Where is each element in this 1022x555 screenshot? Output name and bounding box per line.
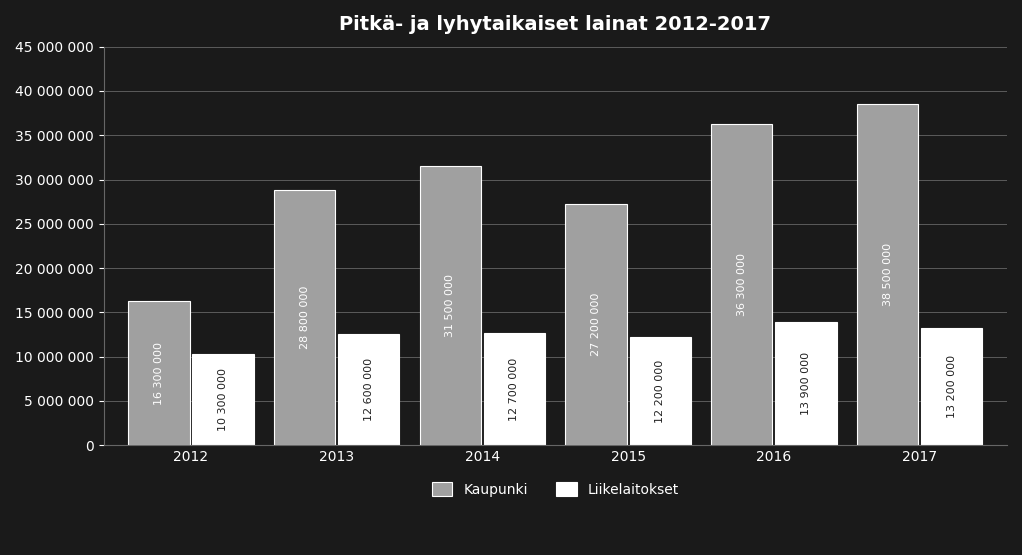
Text: 16 300 000: 16 300 000 — [154, 341, 164, 405]
Text: 36 300 000: 36 300 000 — [737, 253, 747, 316]
Bar — [192, 354, 253, 445]
Text: 13 900 000: 13 900 000 — [801, 352, 810, 415]
Text: 38 500 000: 38 500 000 — [883, 243, 892, 306]
Text: 10 300 000: 10 300 000 — [218, 368, 228, 431]
Bar — [565, 204, 626, 445]
Title: Pitkä- ja lyhytaikaiset lainat 2012-2017: Pitkä- ja lyhytaikaiset lainat 2012-2017 — [339, 15, 772, 34]
Bar — [630, 337, 691, 445]
Text: 12 600 000: 12 600 000 — [364, 358, 374, 421]
Text: 13 200 000: 13 200 000 — [946, 355, 957, 418]
Text: 12 700 000: 12 700 000 — [510, 357, 519, 421]
Bar — [776, 322, 837, 445]
Bar — [711, 124, 773, 445]
Text: 28 800 000: 28 800 000 — [299, 286, 310, 350]
Text: 27 200 000: 27 200 000 — [591, 293, 601, 356]
Bar — [856, 104, 918, 445]
Text: 31 500 000: 31 500 000 — [446, 274, 456, 337]
Text: 12 200 000: 12 200 000 — [655, 360, 665, 423]
Legend: Kaupunki, Liikelaitokset: Kaupunki, Liikelaitokset — [426, 476, 685, 502]
Bar — [420, 166, 481, 445]
Bar — [338, 334, 400, 445]
Bar — [483, 333, 545, 445]
Bar — [274, 190, 335, 445]
Bar — [921, 329, 982, 445]
Bar — [129, 301, 189, 445]
